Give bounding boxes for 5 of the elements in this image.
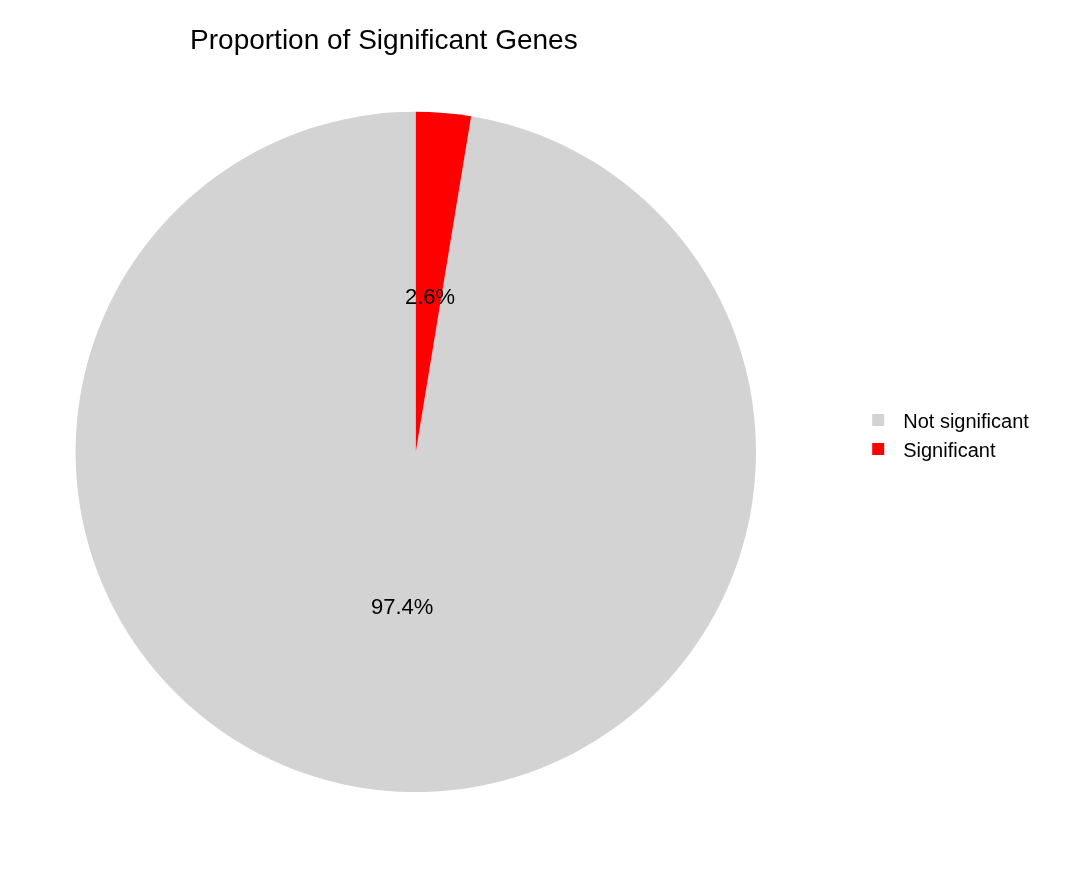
pie-slice <box>75 111 756 792</box>
data-label: 97.4% <box>371 594 434 619</box>
legend-label: Significant <box>903 438 996 461</box>
chart-title: Proportion of Significant Genes <box>190 23 578 55</box>
legend-label: Not significant <box>903 409 1030 432</box>
